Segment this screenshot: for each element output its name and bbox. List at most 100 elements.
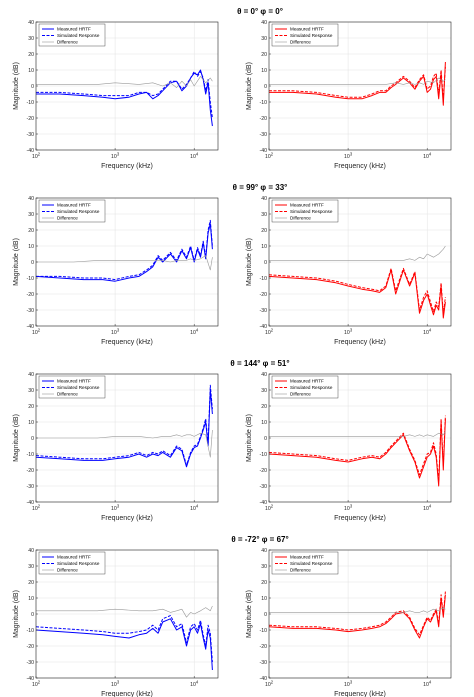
legend-label: Simulated Response: [57, 561, 100, 566]
y-tick-label: 30: [28, 36, 34, 42]
y-tick-label: 10: [261, 420, 267, 426]
legend-label: Simulated Response: [290, 561, 333, 566]
legend-label: Difference: [290, 216, 311, 221]
y-tick-label: 10: [28, 596, 34, 602]
y-tick-label: -40: [260, 148, 268, 154]
series-line-simulated-response: [268, 415, 446, 482]
series-line-measured-hrtf: [268, 269, 446, 319]
y-tick-label: -40: [260, 676, 268, 682]
y-tick-label: -30: [27, 308, 35, 314]
legend-label: Simulated Response: [290, 33, 333, 38]
y-tick-label: -30: [27, 484, 35, 490]
x-tick-label: 102: [32, 504, 41, 513]
legend-label: Difference: [290, 40, 311, 45]
legend-label: Simulated Response: [57, 209, 100, 214]
legend-box: [38, 551, 106, 575]
y-tick-label: -10: [260, 628, 268, 634]
legend-label: Measured HRTF: [57, 379, 91, 384]
y-tick-label: 30: [28, 388, 34, 394]
y-tick-label: 10: [261, 68, 267, 74]
x-axis-label: Frequency (kHz): [334, 163, 386, 170]
y-tick-label: 40: [28, 196, 34, 202]
y-tick-label: 20: [261, 228, 267, 234]
x-axis-label: Frequency (kHz): [334, 691, 386, 697]
series-line-measured-hrtf: [35, 389, 213, 468]
subplot-r3c2: -40 -30 -20 -10 0 10 20 30 40 102 103 104 Frequency …: [246, 372, 452, 522]
legend-label: Measured HRTF: [290, 555, 324, 560]
x-tick-label: 103: [344, 152, 353, 161]
series-line-difference: [269, 77, 446, 85]
y-tick-label: 30: [28, 212, 34, 218]
y-tick-label: 40: [261, 548, 267, 554]
y-tick-label: 0: [31, 612, 34, 618]
y-tick-label: 40: [28, 372, 34, 378]
series-line-difference: [269, 431, 446, 437]
series-line-measured-hrtf: [35, 618, 213, 671]
y-tick-label: -20: [260, 292, 268, 298]
y-tick-label: 30: [261, 564, 267, 570]
y-tick-label: -20: [27, 468, 35, 474]
y-tick-label: 10: [28, 244, 34, 250]
y-tick-label: -10: [27, 628, 35, 634]
y-tick-label: -10: [27, 452, 35, 458]
x-tick-label: 104: [190, 328, 199, 337]
x-tick-label: 103: [111, 504, 120, 513]
legend-label: Simulated Response: [57, 385, 100, 390]
y-tick-label: 20: [28, 52, 34, 58]
subplot-r1c1: -40 -30 -20 -10 0 10 20 30 40 102 103 104 Frequency …: [13, 20, 219, 170]
x-tick-label: 104: [190, 504, 199, 513]
y-tick-label: 0: [264, 84, 267, 90]
series-line-simulated-response: [35, 615, 213, 663]
y-tick-label: -40: [260, 500, 268, 506]
y-tick-label: -40: [27, 324, 35, 330]
y-tick-label: 0: [264, 612, 267, 618]
x-axis-label: Frequency (kHz): [101, 339, 153, 346]
y-axis-label: Magnitude (dB): [13, 414, 20, 462]
legend-box: [271, 551, 339, 575]
legend-label: Measured HRTF: [290, 203, 324, 208]
y-axis-label: Magnitude (dB): [13, 238, 20, 286]
x-tick-label: 104: [423, 328, 432, 337]
x-tick-label: 104: [190, 680, 199, 689]
series-line-simulated-response: [36, 219, 213, 281]
y-tick-label: 20: [28, 228, 34, 234]
y-tick-label: -20: [27, 292, 35, 298]
legend-label: Simulated Response: [290, 385, 333, 390]
legend-label: Difference: [290, 568, 311, 573]
x-tick-label: 102: [32, 328, 41, 337]
y-tick-label: 20: [261, 404, 267, 410]
y-tick-label: 30: [28, 564, 34, 570]
subplot-title: θ = 99° φ = 33°: [233, 183, 288, 192]
x-tick-label: 103: [344, 680, 353, 689]
y-axis-label: Magnitude (dB): [246, 414, 253, 462]
y-tick-label: -30: [260, 660, 268, 666]
y-tick-label: -30: [27, 660, 35, 666]
x-tick-label: 104: [423, 680, 432, 689]
y-tick-label: 40: [28, 20, 34, 26]
y-tick-label: 0: [31, 84, 34, 90]
y-tick-label: -10: [27, 276, 35, 282]
y-tick-label: 20: [28, 580, 34, 586]
series-line-difference: [36, 429, 213, 458]
x-tick-label: 102: [265, 152, 274, 161]
y-tick-label: -10: [27, 100, 35, 106]
x-tick-label: 102: [265, 504, 274, 513]
x-axis-label: Frequency (kHz): [101, 163, 153, 170]
series-line-measured-hrtf: [36, 69, 213, 127]
x-axis-label: Frequency (kHz): [334, 339, 386, 346]
x-axis-label: Frequency (kHz): [334, 515, 386, 522]
series-line-difference: [36, 605, 213, 618]
x-tick-label: 102: [265, 680, 274, 689]
legend-label: Measured HRTF: [290, 27, 324, 32]
x-tick-label: 102: [32, 680, 41, 689]
y-axis-label: Magnitude (dB): [246, 590, 253, 638]
y-tick-label: 10: [261, 244, 267, 250]
legend-label: Difference: [57, 392, 78, 397]
x-tick-label: 103: [111, 152, 120, 161]
y-tick-label: -20: [260, 468, 268, 474]
legend-label: Simulated Response: [57, 33, 100, 38]
y-tick-label: 20: [261, 580, 267, 586]
